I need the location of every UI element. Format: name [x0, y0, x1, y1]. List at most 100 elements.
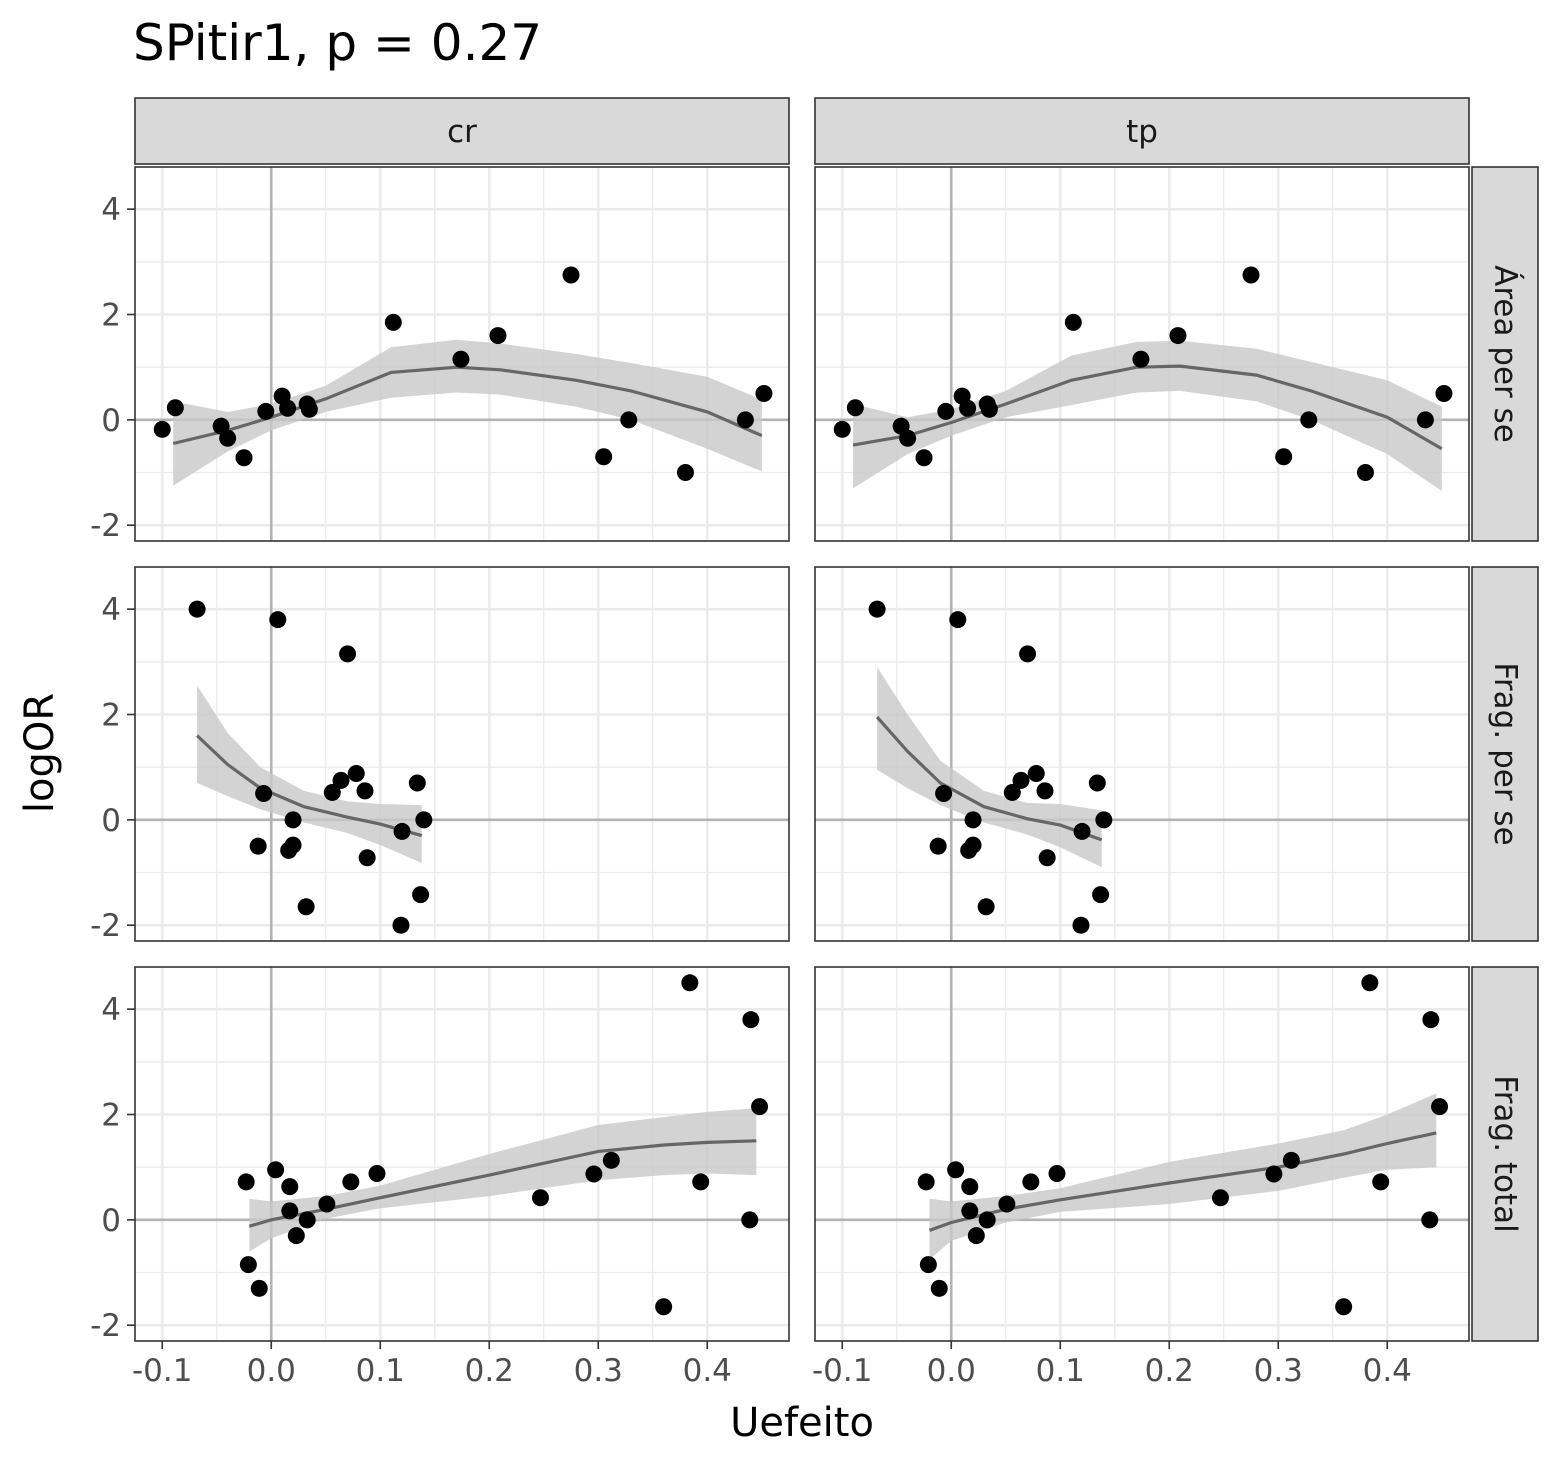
data-point: [236, 449, 253, 466]
data-point: [412, 886, 429, 903]
data-point: [489, 327, 506, 344]
data-point: [240, 1256, 257, 1273]
panel-tp-2: [815, 956, 1469, 1377]
data-point: [333, 772, 350, 789]
data-point: [961, 1202, 978, 1219]
data-point: [356, 782, 373, 799]
data-point: [603, 1152, 620, 1169]
data-point: [741, 1211, 758, 1228]
facet-label-tp: tp: [1126, 114, 1158, 150]
y-tick-label: -2: [90, 508, 121, 544]
data-point: [267, 1161, 284, 1178]
data-point: [677, 464, 694, 481]
facet-label-row: Área per se: [1487, 265, 1523, 443]
x-tick-label: 0.3: [1254, 1353, 1303, 1389]
y-tick-label: 0: [101, 403, 121, 439]
panel-tp-1: [815, 556, 1469, 977]
x-tick-label: 0.4: [1363, 1353, 1412, 1389]
data-point: [1092, 886, 1109, 903]
data-point: [1283, 1152, 1300, 1169]
data-point: [1028, 765, 1045, 782]
data-point: [1074, 823, 1091, 840]
data-point: [1421, 1211, 1438, 1228]
data-point: [1212, 1189, 1229, 1206]
data-point: [281, 1202, 298, 1219]
data-point: [255, 785, 272, 802]
data-point: [167, 399, 184, 416]
data-point: [1435, 385, 1452, 402]
data-point: [918, 1173, 935, 1190]
y-axis-title: logOR: [17, 693, 63, 813]
facet-label-cr: cr: [447, 114, 477, 150]
data-point: [916, 449, 933, 466]
chart-title: SPitir1, p = 0.27: [133, 14, 542, 72]
data-point: [1243, 266, 1260, 283]
panel-cr-0: [135, 156, 789, 577]
data-point: [1013, 772, 1030, 789]
data-point: [359, 849, 376, 866]
data-point: [285, 837, 302, 854]
data-point: [385, 314, 402, 331]
y-tick-label: 0: [101, 803, 121, 839]
data-point: [1039, 849, 1056, 866]
data-point: [269, 611, 286, 628]
data-point: [285, 811, 302, 828]
data-point: [947, 1161, 964, 1178]
data-point: [238, 1173, 255, 1190]
data-point: [949, 611, 966, 628]
data-point: [869, 601, 886, 618]
data-point: [189, 601, 206, 618]
data-point: [978, 898, 995, 915]
x-tick-label: 0.1: [356, 1353, 405, 1389]
data-point: [348, 765, 365, 782]
data-point: [219, 430, 236, 447]
data-point: [965, 811, 982, 828]
data-point: [1169, 327, 1186, 344]
data-point: [1065, 314, 1082, 331]
data-point: [1265, 1166, 1282, 1183]
data-point: [961, 1178, 978, 1195]
data-point: [392, 917, 409, 934]
data-point: [394, 823, 411, 840]
data-point: [1275, 448, 1292, 465]
data-point: [532, 1189, 549, 1206]
data-point: [979, 1211, 996, 1228]
y-tick-label: 4: [101, 592, 121, 628]
data-point: [751, 1098, 768, 1115]
data-point: [737, 411, 754, 428]
y-tick-label: 2: [101, 297, 121, 333]
data-point: [930, 838, 947, 855]
data-point: [1048, 1165, 1065, 1182]
data-point: [595, 448, 612, 465]
data-point: [1431, 1098, 1448, 1115]
data-point: [1372, 1173, 1389, 1190]
data-point: [1022, 1173, 1039, 1190]
facet-label-row: Frag. per se: [1487, 662, 1523, 845]
data-point: [1072, 917, 1089, 934]
data-point: [931, 1280, 948, 1297]
data-point: [585, 1166, 602, 1183]
y-tick-label: -2: [90, 1308, 121, 1344]
data-point: [368, 1165, 385, 1182]
data-point: [452, 351, 469, 368]
data-point: [1095, 811, 1112, 828]
data-point: [1089, 774, 1106, 791]
y-tick-label: 0: [101, 1203, 121, 1239]
data-point: [154, 421, 171, 438]
data-point: [935, 785, 952, 802]
data-point: [288, 1227, 305, 1244]
data-point: [998, 1196, 1015, 1213]
y-tick-label: -2: [90, 908, 121, 944]
x-tick-label: -0.1: [132, 1353, 193, 1389]
data-point: [1417, 411, 1434, 428]
data-point: [299, 1211, 316, 1228]
data-point: [620, 411, 637, 428]
panel-tp-0: [815, 156, 1469, 577]
data-point: [968, 1227, 985, 1244]
data-point: [1422, 1011, 1439, 1028]
y-tick-label: 2: [101, 1097, 121, 1133]
data-point: [847, 399, 864, 416]
data-point: [1335, 1298, 1352, 1315]
data-point: [1036, 782, 1053, 799]
data-point: [920, 1256, 937, 1273]
